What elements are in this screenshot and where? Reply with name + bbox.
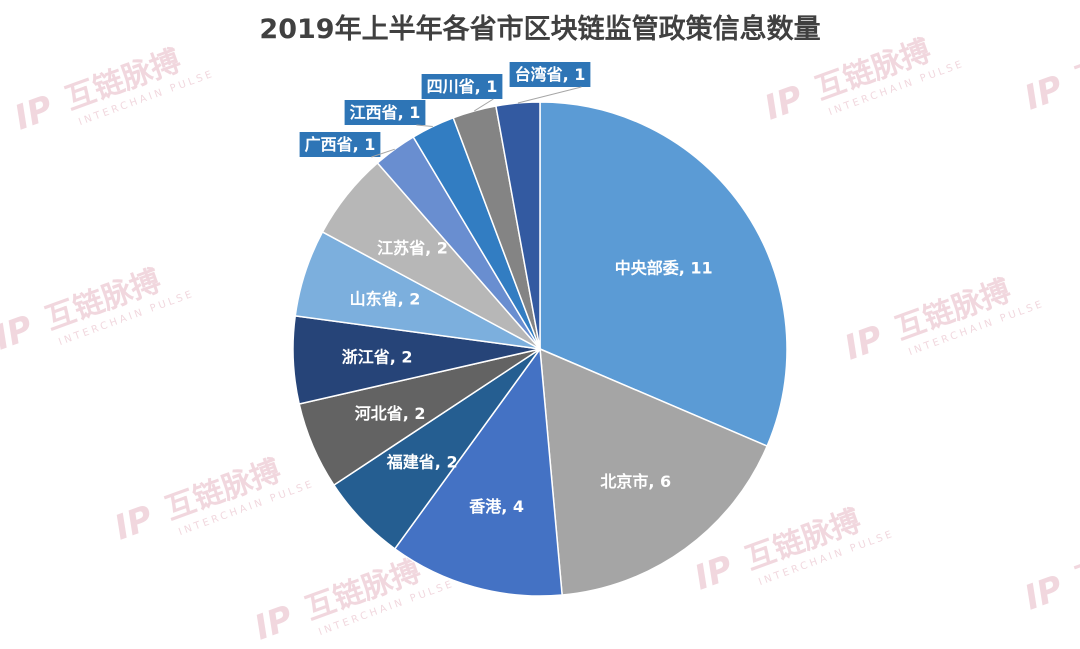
leader-line — [517, 86, 582, 104]
callout-label: 广西省, 1 — [299, 132, 395, 158]
slice-label: 江苏省, 2 — [377, 238, 448, 257]
watermark-logo-mark: IP — [249, 598, 298, 648]
slice-label: 台湾省, 1 — [515, 65, 586, 84]
chart-title: 2019年上半年各省市区块链监管政策信息数量 — [259, 13, 820, 45]
leader-line — [416, 124, 433, 127]
watermark-brand: 互链脉搏 — [1071, 23, 1080, 97]
callout-box — [509, 62, 591, 87]
watermark-logo-mark: IP — [759, 78, 808, 128]
callout-label: 四川省, 1 — [421, 74, 503, 112]
watermark-logo-mark: IP — [109, 498, 158, 548]
slice-label: 四川省, 1 — [427, 77, 498, 96]
callout-label: 台湾省, 1 — [509, 62, 591, 104]
pie-slice — [539, 347, 769, 596]
watermark-brand: 互链脉搏 — [1071, 523, 1080, 597]
pie-slice — [539, 101, 788, 448]
watermark-logo-mark: IP — [839, 318, 888, 368]
slice-label: 浙江省, 2 — [342, 347, 413, 366]
watermark-logo-mark: IP — [1019, 68, 1068, 118]
slices-layer — [292, 101, 788, 597]
slice-label: 广西省, 1 — [305, 135, 376, 154]
slice-label: 北京市, 6 — [600, 472, 671, 491]
slice-label: 香港, 4 — [468, 497, 524, 516]
callout-box — [344, 100, 426, 125]
labels-layer: 中央部委, 11 北京市, 6 香港, 4 福建省, 2 河北省, 2 浙江省, 2 山东省… — [299, 62, 713, 516]
pie-slice — [495, 101, 541, 350]
slice-label: 山东省, 2 — [350, 290, 421, 309]
callout-label: 江西省, 1 — [344, 100, 433, 127]
pie-slice — [393, 346, 563, 597]
slice-label: 中央部委, 11 — [615, 258, 713, 277]
callout-box — [299, 132, 381, 157]
leader-line — [474, 98, 494, 112]
slice-label: 河北省, 2 — [355, 404, 426, 423]
callout-box — [421, 74, 503, 99]
watermark-logo-mark: IP — [9, 88, 58, 138]
watermark-logo-mark: IP — [0, 308, 38, 358]
slice-label: 江西省, 1 — [350, 103, 421, 122]
watermark-logo-mark: IP — [1019, 568, 1068, 618]
leader-line — [371, 148, 395, 158]
watermark-logo-mark: IP — [689, 548, 738, 598]
slice-label: 福建省, 2 — [386, 453, 458, 472]
